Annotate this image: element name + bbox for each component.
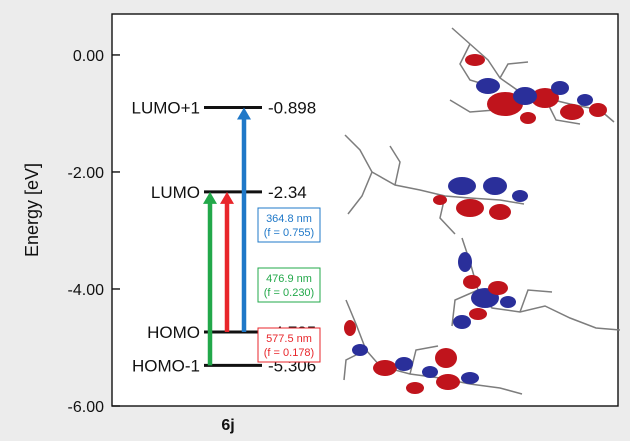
orbital-image-lumo-plus-1 xyxy=(449,27,615,125)
transition-wavelength: 476.9 nm xyxy=(266,273,312,285)
transition-wavelength: 577.5 nm xyxy=(266,333,312,345)
orbital-name-label: HOMO-1 xyxy=(132,356,200,375)
transition-wavelength: 364.8 nm xyxy=(266,213,312,225)
orbital-name-label: LUMO xyxy=(151,183,200,202)
orbital-name-label: HOMO xyxy=(147,323,200,342)
transition-arrow-shaft xyxy=(224,202,230,332)
orbital-image-homo-minus-1 xyxy=(343,299,523,395)
transition-oscillator-strength: (f = 0.230) xyxy=(264,287,314,299)
transition-labels: 364.8 nm (f = 0.755) 476.9 nm (f = 0.230) 57… xyxy=(257,207,321,363)
y-tick-label: -2.00 xyxy=(68,165,105,182)
transition-arrow-head xyxy=(220,191,234,204)
transition-arrow-shaft xyxy=(241,118,247,332)
y-axis-title: Energy [eV] xyxy=(22,163,42,257)
transition-label-box xyxy=(257,207,321,243)
orbital-name-label: LUMO+1 xyxy=(132,98,201,117)
transition-arrow-shaft xyxy=(207,202,213,366)
transition-arrow-head xyxy=(237,107,251,120)
y-tick-label: -6.00 xyxy=(68,399,105,416)
energy-value-label: -2.34 xyxy=(268,183,307,202)
energy-value-label: -0.898 xyxy=(268,98,316,117)
transition-label-box xyxy=(257,267,321,303)
energy-levels: LUMO+1-0.898LUMO-2.34HOMO-4.735HOMO-1-5.… xyxy=(132,98,317,375)
transition-oscillator-strength: (f = 0.755) xyxy=(264,227,314,239)
orbital-image-lumo xyxy=(344,134,528,235)
plot-frame xyxy=(111,13,619,407)
transition-arrow-head xyxy=(203,191,217,204)
y-tick-label: -4.00 xyxy=(68,282,105,299)
transition-oscillator-strength: (f = 0.178) xyxy=(264,347,314,359)
y-axis-ticks: 0.00 -2.00 -4.00 -6.00 xyxy=(68,48,120,416)
transition-arrows xyxy=(203,107,251,366)
category-label: 6j xyxy=(221,417,234,434)
transition-label-box xyxy=(257,327,321,363)
y-tick-label: 0.00 xyxy=(73,48,104,65)
orbital-image-homo xyxy=(451,237,621,331)
